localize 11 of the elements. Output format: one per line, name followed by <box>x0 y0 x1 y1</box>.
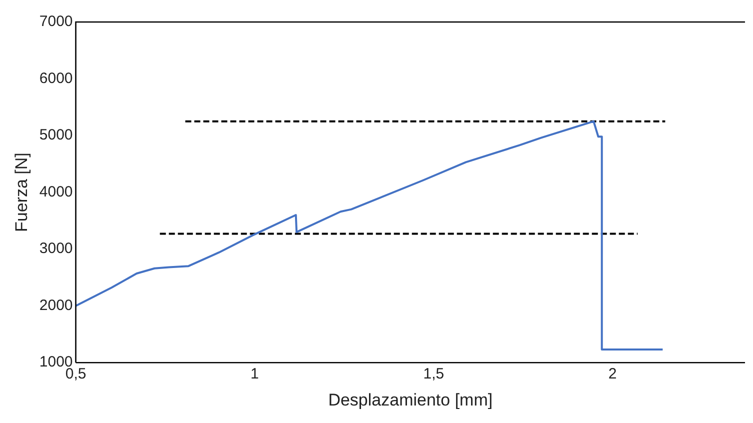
x-tick-label: 1 <box>250 366 259 383</box>
y-tick-label: 4000 <box>39 183 73 200</box>
y-tick-label: 6000 <box>39 70 73 87</box>
y-tick-label: 3000 <box>39 240 73 258</box>
y-tick-label: 5000 <box>39 126 73 144</box>
y-tick-label: 7000 <box>39 13 73 30</box>
x-tick-label: 2 <box>608 366 617 383</box>
x-tick-label: 1,5 <box>423 366 444 383</box>
y-tick-label: 2000 <box>39 296 73 314</box>
x-axis-title: Desplazamiento [mm] <box>328 390 493 410</box>
y-axis-title: Fuerza [N] <box>12 152 31 232</box>
